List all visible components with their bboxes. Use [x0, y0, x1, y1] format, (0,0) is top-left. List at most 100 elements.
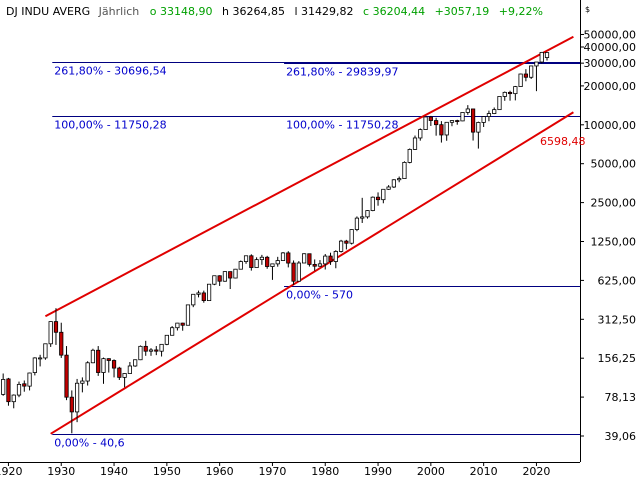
candle-down	[6, 378, 11, 403]
candle-up	[80, 380, 85, 384]
candle-up	[1, 379, 6, 395]
candle-down	[328, 255, 333, 262]
channel-lines	[44, 35, 574, 435]
candle-down	[265, 256, 270, 267]
candle-up	[11, 394, 16, 403]
candle-up	[539, 51, 544, 63]
candle-up	[354, 217, 360, 230]
x-tick-label: 1960	[206, 465, 234, 478]
candle-down	[523, 73, 528, 78]
x-tick-label: 1940	[100, 465, 128, 478]
low-value: l 31429,82	[294, 5, 353, 18]
candle-down	[455, 120, 460, 122]
candle-up	[170, 327, 175, 336]
candle-up	[486, 113, 492, 117]
candle-down	[249, 255, 254, 268]
candle-up	[518, 73, 523, 87]
candle-up	[48, 321, 53, 345]
candle-up	[101, 358, 106, 373]
candle-down	[96, 349, 101, 373]
x-tick-label: 2010	[470, 465, 498, 478]
header-info: DJ INDU AVERG Jährlich o 33148,90 h 3626…	[6, 5, 543, 18]
candle-up	[148, 349, 154, 352]
candle-up	[185, 304, 191, 326]
candle-up	[497, 96, 502, 111]
candle-up	[206, 283, 212, 302]
candle-down	[286, 252, 291, 264]
level-label: 100,00% - 11750,28	[286, 119, 398, 132]
x-tick-label: 1970	[258, 465, 286, 478]
x-tick-label: 1950	[153, 465, 181, 478]
candle-down	[375, 196, 381, 201]
x-axis: 1920 1930 1940 1950 1960 1970 1980 1990 2000 2010…	[0, 462, 580, 478]
candle-up	[502, 91, 507, 97]
candle-up	[191, 293, 196, 306]
candle-up	[449, 120, 455, 123]
candle-down	[154, 349, 159, 352]
candle-down	[470, 108, 476, 133]
candle-up	[544, 52, 550, 58]
candle-up	[370, 196, 375, 211]
candle-up	[391, 179, 396, 188]
channel-line-lower	[50, 111, 574, 435]
x-tick-label: 1930	[47, 465, 75, 478]
candle-up	[32, 357, 37, 373]
candle-up	[323, 255, 328, 265]
candle-up	[465, 108, 470, 113]
candle-up	[381, 188, 386, 201]
candle-up	[534, 61, 539, 67]
x-tick-label: 1920	[0, 465, 22, 478]
candle-down	[53, 321, 59, 333]
x-tick-label: 1990	[364, 465, 392, 478]
channel-value-label: 6598,48	[540, 135, 586, 148]
candle-down	[106, 358, 111, 361]
candle-up	[481, 116, 486, 123]
candle-down	[59, 331, 64, 356]
candle-up	[175, 322, 180, 329]
candle-up	[74, 382, 80, 413]
level-label: 0,00% - 40,6	[54, 437, 124, 450]
high-value: h 36264,85	[222, 5, 285, 18]
change-pct-value: +9,22%	[499, 5, 543, 18]
candle-down	[312, 264, 317, 267]
candle-down	[291, 262, 296, 282]
y-tick-label: 1250,00	[591, 235, 637, 248]
y-tick-label: 78,13	[605, 391, 637, 404]
candle-up	[16, 383, 22, 396]
candle-up	[296, 262, 301, 282]
level-label: 0,00% - 570	[286, 289, 353, 302]
candle-up	[238, 261, 243, 270]
candle-down	[217, 275, 222, 282]
y-tick-label: 30000,00	[584, 57, 637, 70]
candle-up	[38, 357, 43, 360]
candle-up	[338, 240, 344, 252]
candle-up	[254, 259, 259, 268]
candle-down	[434, 120, 439, 126]
candle-up	[333, 251, 338, 262]
candle-down	[180, 322, 185, 326]
candle-down	[307, 253, 312, 265]
candle-up	[275, 260, 280, 265]
period-label: Jährlich	[98, 5, 140, 18]
candle-up	[222, 271, 228, 282]
candle-up	[402, 162, 407, 180]
candle-up	[407, 149, 412, 163]
candle-up	[27, 372, 32, 387]
candle-down	[507, 91, 513, 95]
candle-up	[85, 362, 90, 382]
candle-up	[270, 263, 275, 267]
candle-down	[439, 124, 444, 136]
candle-down	[117, 367, 122, 378]
level-label: 261,80% - 29839,97	[286, 66, 398, 79]
y-tick-label: 625,00	[598, 274, 637, 287]
open-value: o 33148,90	[150, 5, 213, 18]
candle-down	[143, 345, 148, 352]
y-tick-label: 50000,00	[584, 28, 637, 41]
level-lines	[52, 62, 580, 435]
symbol-name: DJ INDU AVERG	[6, 5, 90, 18]
x-tick-label: 2020	[522, 465, 550, 478]
candle-down	[22, 383, 27, 387]
candle-up	[302, 253, 307, 264]
